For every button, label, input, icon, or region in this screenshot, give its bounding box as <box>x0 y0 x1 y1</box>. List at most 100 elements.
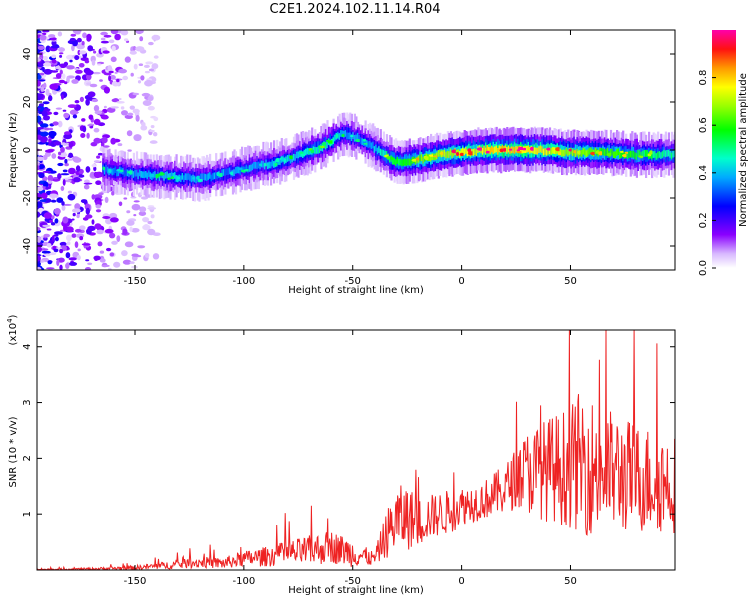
noise-blob <box>135 114 140 122</box>
noise-blob <box>58 47 65 52</box>
noise-blob <box>48 34 56 38</box>
ridge-peak <box>649 150 653 155</box>
noise-blob <box>148 68 155 72</box>
ridge-cell <box>158 174 161 181</box>
noise-blob <box>133 134 142 142</box>
noise-blob <box>37 107 42 110</box>
noise-blob <box>37 112 40 116</box>
noise-blob <box>79 50 87 55</box>
noise-blob <box>113 261 121 268</box>
ridge-peak <box>456 152 459 156</box>
noise-blob <box>130 72 134 77</box>
ridge-cell <box>652 151 655 158</box>
ridge-cell <box>602 148 605 156</box>
noise-blob <box>150 214 155 219</box>
noise-blob <box>45 186 49 190</box>
noise-blob <box>96 229 104 235</box>
noise-blob <box>137 245 146 249</box>
noise-blob <box>140 196 149 200</box>
noise-blob <box>122 228 128 235</box>
ridge-cell <box>544 148 547 155</box>
noise-blob <box>79 96 84 103</box>
snr-line <box>37 330 675 570</box>
ridge-cell <box>637 149 640 157</box>
x-tick-label: 50 <box>564 576 577 587</box>
ridge-cell <box>207 173 210 180</box>
ridge-cell <box>372 141 375 149</box>
noise-blob <box>149 140 158 144</box>
noise-blob <box>65 252 71 259</box>
noise-blob <box>80 133 86 138</box>
ridge-cell <box>111 168 114 176</box>
ridge-cell <box>303 149 306 157</box>
ridge-peak <box>390 156 394 161</box>
ridge-peak <box>639 155 645 158</box>
ridge-cell <box>369 140 372 148</box>
ridge-peak <box>516 149 521 152</box>
noise-blob <box>106 247 112 252</box>
noise-blob <box>37 156 45 161</box>
y-tick-label: 1 <box>22 511 33 517</box>
x-tick-label: -50 <box>345 576 361 587</box>
noise-blob <box>53 141 62 146</box>
ridge-cell <box>169 173 172 180</box>
snr-axes: -150 -100 -50 0 50 1 2 3 4 <box>22 330 675 587</box>
noise-blob <box>116 235 121 243</box>
ridge-cell <box>216 172 219 180</box>
ridge-cell <box>166 171 169 179</box>
ridge-peak <box>529 146 535 151</box>
ridge-cell <box>419 154 422 162</box>
ridge-cell <box>379 148 382 156</box>
ridge-cell <box>356 132 360 140</box>
noise-blob <box>127 149 132 152</box>
colorbar <box>712 30 736 268</box>
ridge-cell <box>132 171 135 178</box>
ridge-cell <box>164 172 167 179</box>
colorbar-tick-label: 0.4 <box>698 165 709 181</box>
ridge-cell <box>484 147 488 155</box>
ridge-cell <box>306 147 309 155</box>
ridge-cell <box>641 151 645 158</box>
ridge-peak <box>102 166 106 171</box>
ridge-cell <box>114 166 117 173</box>
ridge-cell <box>542 148 545 156</box>
noise-blob <box>51 54 57 59</box>
noise-blob <box>111 240 118 245</box>
noise-blob <box>94 223 102 230</box>
noise-blob <box>37 97 41 101</box>
noise-blob <box>106 107 116 113</box>
noise-blob <box>81 118 86 122</box>
noise-blob <box>66 76 70 84</box>
ridge-cell <box>355 134 358 142</box>
noise-blob <box>42 170 52 173</box>
noise-blob <box>74 67 79 70</box>
ridge-cell <box>265 159 268 167</box>
noise-blob <box>89 171 96 178</box>
noise-blob <box>39 34 47 41</box>
ridge-cell <box>565 147 568 155</box>
noise-blob <box>110 217 119 223</box>
noise-blob <box>73 177 81 183</box>
noise-blob <box>39 131 49 137</box>
ridge-peak <box>568 148 572 152</box>
noise-blob <box>99 250 105 254</box>
ridge-peak <box>546 147 552 151</box>
ridge-cell <box>384 150 387 158</box>
noise-blob <box>40 248 49 251</box>
ridge-peak <box>274 162 278 167</box>
ridge-cell <box>460 149 463 156</box>
y-tick-label: 2 <box>22 455 33 461</box>
ridge-cell <box>492 147 495 154</box>
ridge-cell <box>213 172 216 180</box>
noise-blob <box>71 233 77 238</box>
noise-blob <box>37 211 41 218</box>
noise-blob <box>147 96 154 101</box>
noise-blob <box>148 129 155 133</box>
noise-blob <box>51 59 57 64</box>
noise-blob <box>79 236 84 241</box>
snr-multiplier: (x104) <box>6 314 19 345</box>
ridge-cell <box>587 149 590 157</box>
noise-blob <box>93 127 100 133</box>
noise-blob <box>91 59 96 66</box>
snr-frame <box>36 329 676 571</box>
